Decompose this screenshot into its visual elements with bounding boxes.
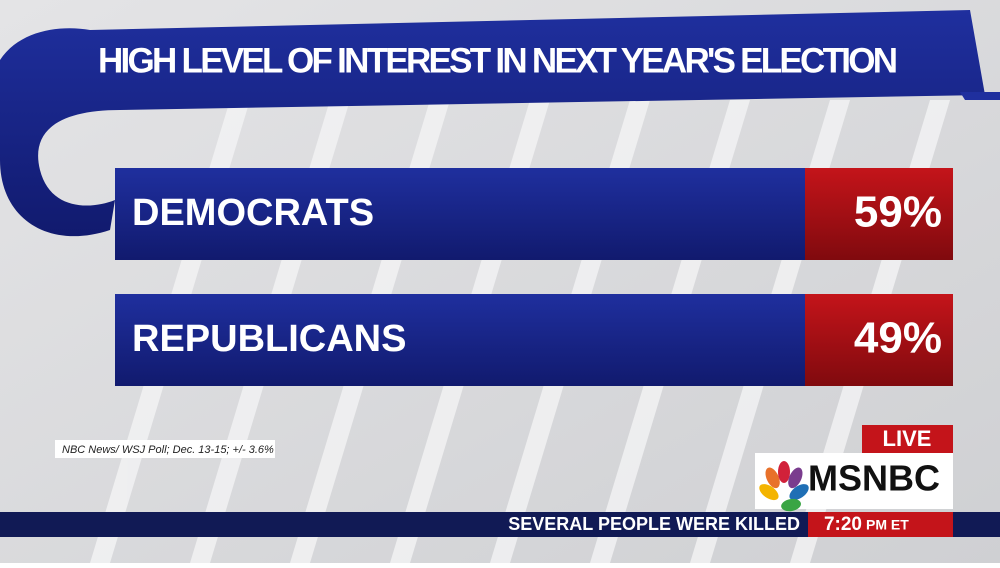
ribbon-tail xyxy=(960,92,1000,100)
value-box xyxy=(805,168,953,260)
live: LIVE xyxy=(883,426,932,451)
row-label: DEMOCRATS xyxy=(132,192,374,234)
value-box xyxy=(805,294,953,386)
time-box xyxy=(808,512,953,537)
peacock-logo xyxy=(759,461,809,512)
ticker-headline: SEVERAL PEOPLE WERE KILLED xyxy=(508,514,800,534)
row-value: 59% xyxy=(854,188,942,237)
row-bar xyxy=(115,168,805,260)
source-box xyxy=(55,440,275,458)
live-box xyxy=(862,425,953,453)
source: NBC News/ WSJ Poll; Dec. 13-15; +/- 3.6% xyxy=(62,444,274,456)
row-value: 49% xyxy=(854,314,942,363)
title-ribbon xyxy=(0,10,985,237)
title: HIGH LEVEL OF INTEREST IN NEXT YEAR'S EL… xyxy=(98,41,898,80)
row-bar xyxy=(115,294,805,386)
time: 7:20 xyxy=(824,514,862,535)
rows: DEMOCRATS 59% REPUBLICANS 49% xyxy=(115,168,953,386)
network: MSNBC xyxy=(808,458,940,499)
time-zone: PM ET xyxy=(866,517,909,533)
row-label: REPUBLICANS xyxy=(132,318,406,360)
